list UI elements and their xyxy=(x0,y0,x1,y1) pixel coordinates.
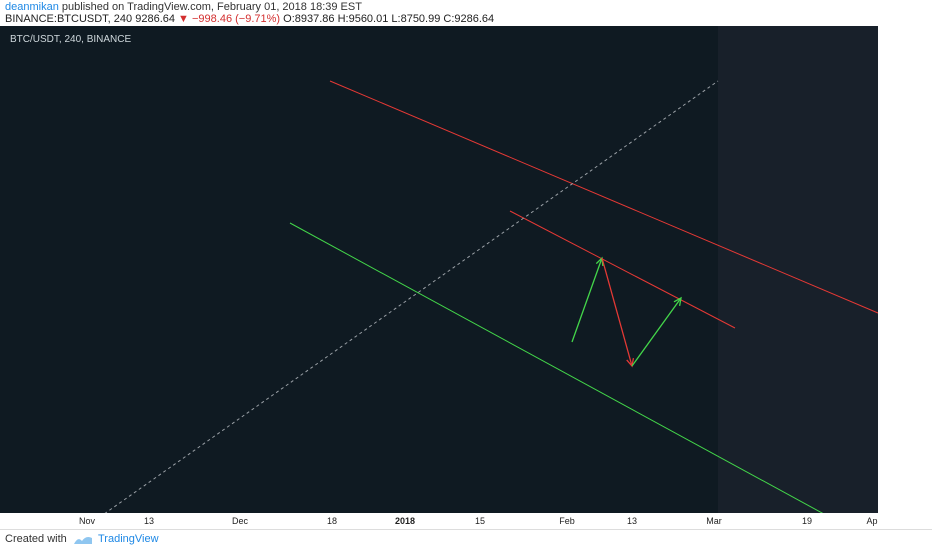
forecast-arrow-2 xyxy=(631,297,682,367)
forecast-arrow-0 xyxy=(571,257,603,343)
close-value: C:9286.64 xyxy=(443,13,495,25)
publish-line: deanmikan published on TradingView.com, … xyxy=(5,1,362,13)
x-axis-ticks: Nov 13 Dec 18 2018 15 Feb 13 Mar 19 Ap xyxy=(79,516,878,526)
open-value: O:8937.86 xyxy=(283,13,335,25)
chart-header: deanmikan published on TradingView.com, … xyxy=(0,0,932,26)
symbol-name: BINANCE:BTCUSDT, 240 xyxy=(5,13,133,25)
price-change: −998.46 (−9.71%) xyxy=(192,13,281,25)
symbol-line: BINANCE:BTCUSDT, 240 9286.64 ▼ −998.46 (… xyxy=(5,13,494,25)
created-with-text: Created with xyxy=(5,533,67,545)
x-tick-label: Ap xyxy=(866,516,877,526)
tradingview-logo-icon xyxy=(74,537,92,544)
x-tick-label: 2018 xyxy=(395,516,415,526)
publish-info: published on TradingView.com, February 0… xyxy=(61,1,362,13)
last-price: 9286.64 xyxy=(135,13,175,25)
down-triangle-icon: ▼ xyxy=(178,13,189,25)
forecast-arrow-1 xyxy=(601,257,633,367)
footer: Created with TradingView xyxy=(0,529,932,551)
x-tick-label: 19 xyxy=(802,516,812,526)
x-tick-label: Feb xyxy=(559,516,575,526)
trendline-3 xyxy=(81,80,719,529)
author-link[interactable]: deanmikan xyxy=(5,1,59,13)
arrow-head-2 xyxy=(673,296,682,306)
drawings xyxy=(81,80,879,529)
x-tick-label: 15 xyxy=(475,516,485,526)
chart-title: BTC/USDT, 240, BINANCE xyxy=(10,34,131,45)
time-axis[interactable] xyxy=(0,513,878,529)
x-tick-label: 18 xyxy=(327,516,337,526)
x-tick-label: Dec xyxy=(232,516,249,526)
x-tick-label: 13 xyxy=(627,516,637,526)
trendline-0 xyxy=(329,80,879,314)
x-tick-label: Mar xyxy=(706,516,722,526)
low-value: L:8750.99 xyxy=(391,13,441,25)
tradingview-link[interactable]: TradingView xyxy=(98,533,159,545)
trendline-1 xyxy=(509,210,736,329)
price-chart[interactable]: BTC/USDT, 240, BINANCE 21000.0019000.001… xyxy=(0,26,932,529)
high-value: H:9560.01 xyxy=(337,13,389,25)
x-tick-label: Nov xyxy=(79,516,96,526)
price-axis[interactable] xyxy=(878,26,932,521)
x-tick-label: 13 xyxy=(144,516,154,526)
trendline-2 xyxy=(289,222,853,529)
future-area xyxy=(718,26,878,521)
